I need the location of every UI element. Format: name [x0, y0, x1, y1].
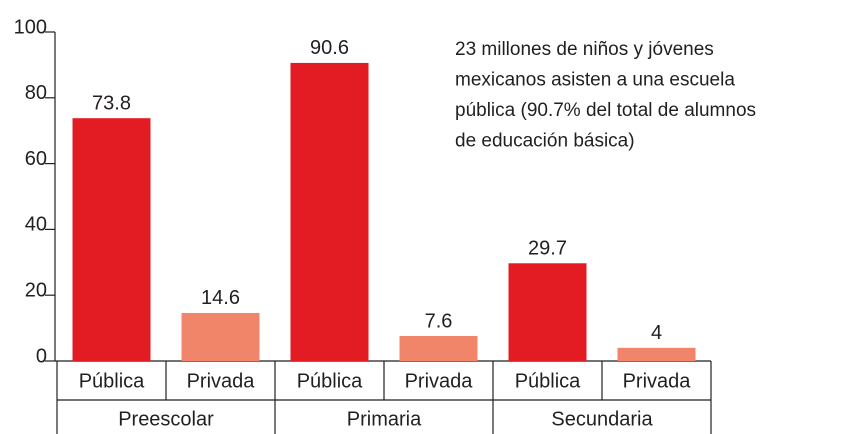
y-tick-label: 40	[25, 214, 47, 236]
data-label: 4	[651, 322, 662, 344]
bar	[290, 62, 369, 362]
x-tick-label: Privada	[623, 370, 692, 392]
y-tick-label: 80	[25, 82, 47, 104]
data-label: 29.7	[528, 238, 567, 260]
bar	[181, 312, 260, 361]
group-label: Secundaria	[551, 408, 653, 430]
bar	[72, 118, 151, 361]
y-tick-label: 100	[14, 16, 47, 38]
y-tick-label: 0	[36, 345, 47, 367]
annotation: pública (90.7% del total de alumnos	[455, 100, 756, 121]
annotation: mexicanos asisten a una escuela	[455, 70, 735, 91]
x-tick-label: Privada	[405, 370, 474, 392]
annotation: de educación básica)	[455, 131, 635, 152]
data-label: 7.6	[425, 310, 453, 332]
annotation: 23 millones de niños y jóvenes	[455, 39, 714, 60]
bar	[399, 335, 478, 361]
group-label: Preescolar	[118, 408, 214, 430]
x-tick-label: Pública	[515, 370, 581, 392]
data-label: 73.8	[92, 92, 131, 114]
y-tick-label: 60	[25, 148, 47, 170]
data-label: 90.6	[310, 37, 349, 59]
bar	[617, 347, 696, 361]
bar	[508, 263, 587, 361]
x-tick-label: Privada	[187, 370, 256, 392]
x-tick-label: Pública	[297, 370, 363, 392]
x-tick-label: Pública	[79, 370, 145, 392]
y-tick-label: 20	[25, 279, 47, 301]
data-label: 14.6	[201, 287, 240, 309]
group-label: Primaria	[347, 408, 422, 430]
